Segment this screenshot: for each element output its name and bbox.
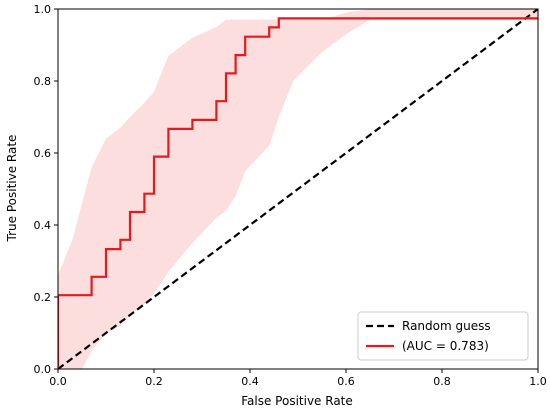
y-tick-label: 0.2 xyxy=(34,291,52,304)
series-line-roc xyxy=(58,17,538,369)
x-axis-label: False Positive Rate xyxy=(241,394,353,408)
x-tick-label: 0.8 xyxy=(433,375,451,388)
y-tick-label: 0.4 xyxy=(34,219,52,232)
y-tick-label: 0.6 xyxy=(34,147,52,160)
y-tick-label: 1.0 xyxy=(34,3,52,16)
confidence-band xyxy=(58,9,538,369)
x-tick-label: 0.0 xyxy=(49,375,67,388)
x-tick-label: 0.2 xyxy=(145,375,163,388)
y-axis-label: True Positive Rate xyxy=(5,135,19,243)
legend-label: Random guess xyxy=(402,319,491,333)
plot-area xyxy=(58,9,538,369)
legend-label: (AUC = 0.783) xyxy=(402,339,489,353)
legend: Random guess (AUC = 0.783) xyxy=(357,311,529,361)
plot-frame xyxy=(57,8,539,370)
series-line-random-guess xyxy=(58,9,538,369)
y-tick-label: 0.0 xyxy=(34,363,52,376)
x-tick-label: 1.0 xyxy=(529,375,547,388)
legend-box xyxy=(357,311,529,361)
axes: 0.0 0.2 0.4 0.6 0.8 1.0 0.0 0.2 0.4 0.6 0.8 1.0 xyxy=(34,3,547,388)
x-tick-label: 0.6 xyxy=(337,375,355,388)
x-tick-label: 0.4 xyxy=(241,375,259,388)
y-tick-label: 0.8 xyxy=(34,75,52,88)
